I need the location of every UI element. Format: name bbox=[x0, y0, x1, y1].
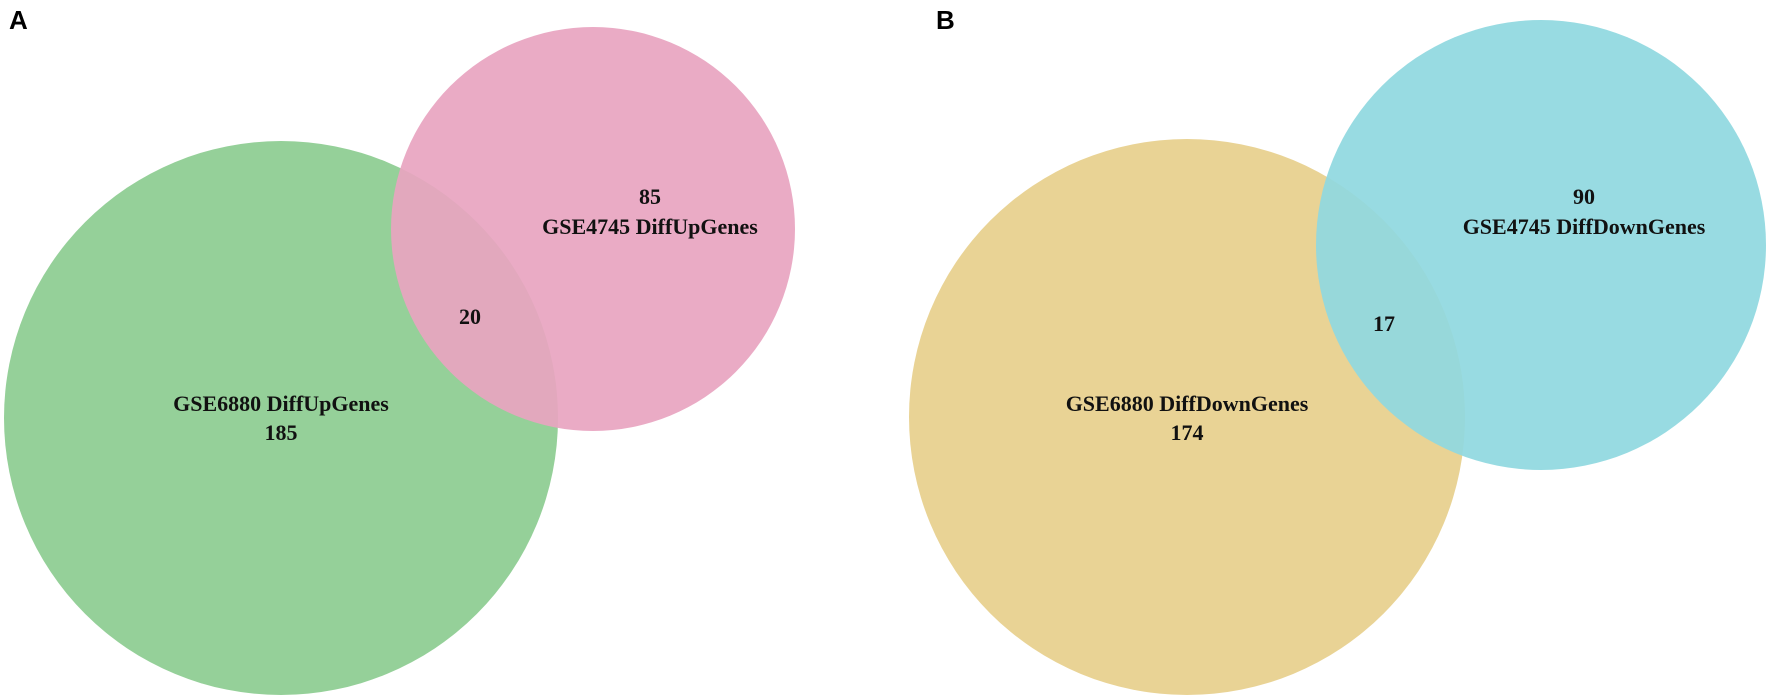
set-a2-label: GSE4745 DiffUpGenes bbox=[542, 214, 758, 239]
panel-a-letter: A bbox=[9, 5, 28, 35]
intersection-a-count: 20 bbox=[459, 304, 481, 329]
venn-panel-b: 90 GSE4745 DiffDownGenes 17 GSE6880 Diff… bbox=[909, 20, 1766, 695]
venn-panel-a: 85 GSE4745 DiffUpGenes 20 GSE6880 DiffUp… bbox=[4, 27, 795, 695]
set-b1-label: GSE6880 DiffDownGenes bbox=[1066, 391, 1309, 416]
set-b2-circle bbox=[1316, 20, 1766, 470]
set-b2-count: 90 bbox=[1573, 184, 1595, 209]
set-a2-count: 85 bbox=[639, 184, 661, 209]
panel-b-letter: B bbox=[936, 5, 955, 35]
set-b2-label: GSE4745 DiffDownGenes bbox=[1463, 214, 1706, 239]
set-a1-count: 185 bbox=[265, 420, 298, 445]
set-a2-circle bbox=[391, 27, 795, 431]
intersection-b-count: 17 bbox=[1373, 311, 1395, 336]
set-b1-count: 174 bbox=[1171, 420, 1204, 445]
set-a1-label: GSE6880 DiffUpGenes bbox=[173, 391, 389, 416]
